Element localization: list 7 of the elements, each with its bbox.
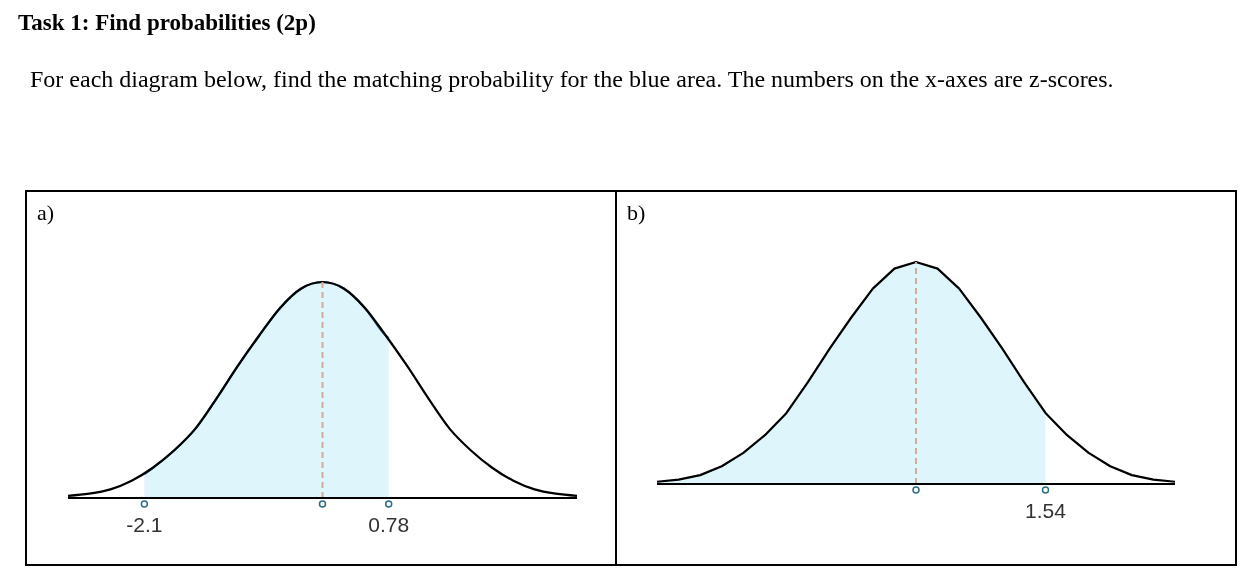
text: For each diagram below, find the matching probability for the blue area. The numbers on the x-axes are z-scores. <box>30 65 1115 94</box>
text: 1.54 <box>1025 499 1067 522</box>
x-tick-label: -2.1 <box>126 513 163 536</box>
text: Task 1: Find probabilities (2p) <box>18 9 317 37</box>
chart-title: a) <box>37 200 55 226</box>
x-tick-label: 0.78 <box>368 513 410 536</box>
chart-title: b) <box>627 200 646 226</box>
